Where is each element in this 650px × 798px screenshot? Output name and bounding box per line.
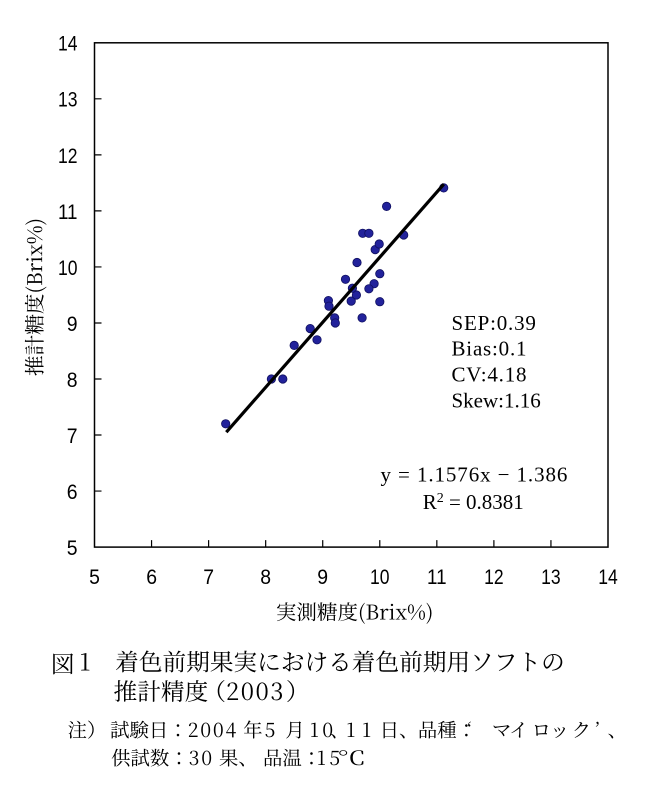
svg-text:7: 7 [67, 425, 78, 448]
svg-text:10: 10 [58, 257, 78, 280]
svg-text:9: 9 [67, 313, 78, 336]
svg-text:14: 14 [598, 566, 618, 589]
svg-text:11: 11 [427, 566, 447, 589]
svg-text:y = 1.1576x − 1.386: y = 1.1576x − 1.386 [381, 463, 569, 487]
svg-text:SEP:0.39: SEP:0.39 [452, 311, 537, 335]
svg-text:12: 12 [484, 566, 504, 589]
svg-text:9: 9 [317, 566, 328, 589]
svg-text:12: 12 [58, 145, 78, 168]
svg-text:10: 10 [370, 566, 390, 589]
svg-text:5: 5 [89, 566, 100, 589]
svg-text:13: 13 [58, 89, 78, 112]
svg-text:Skew:1.16: Skew:1.16 [452, 388, 541, 412]
svg-text:CV:4.18: CV:4.18 [452, 363, 528, 387]
svg-text:11: 11 [58, 201, 78, 224]
svg-text:14: 14 [58, 33, 78, 56]
svg-text:6: 6 [67, 481, 78, 504]
svg-text:6: 6 [146, 566, 157, 589]
svg-text:5: 5 [67, 537, 78, 560]
svg-text:8: 8 [67, 369, 78, 392]
svg-text:Bias:0.1: Bias:0.1 [452, 337, 528, 361]
svg-text:13: 13 [541, 566, 561, 589]
svg-text:8: 8 [260, 566, 271, 589]
svg-text:7: 7 [203, 566, 214, 589]
